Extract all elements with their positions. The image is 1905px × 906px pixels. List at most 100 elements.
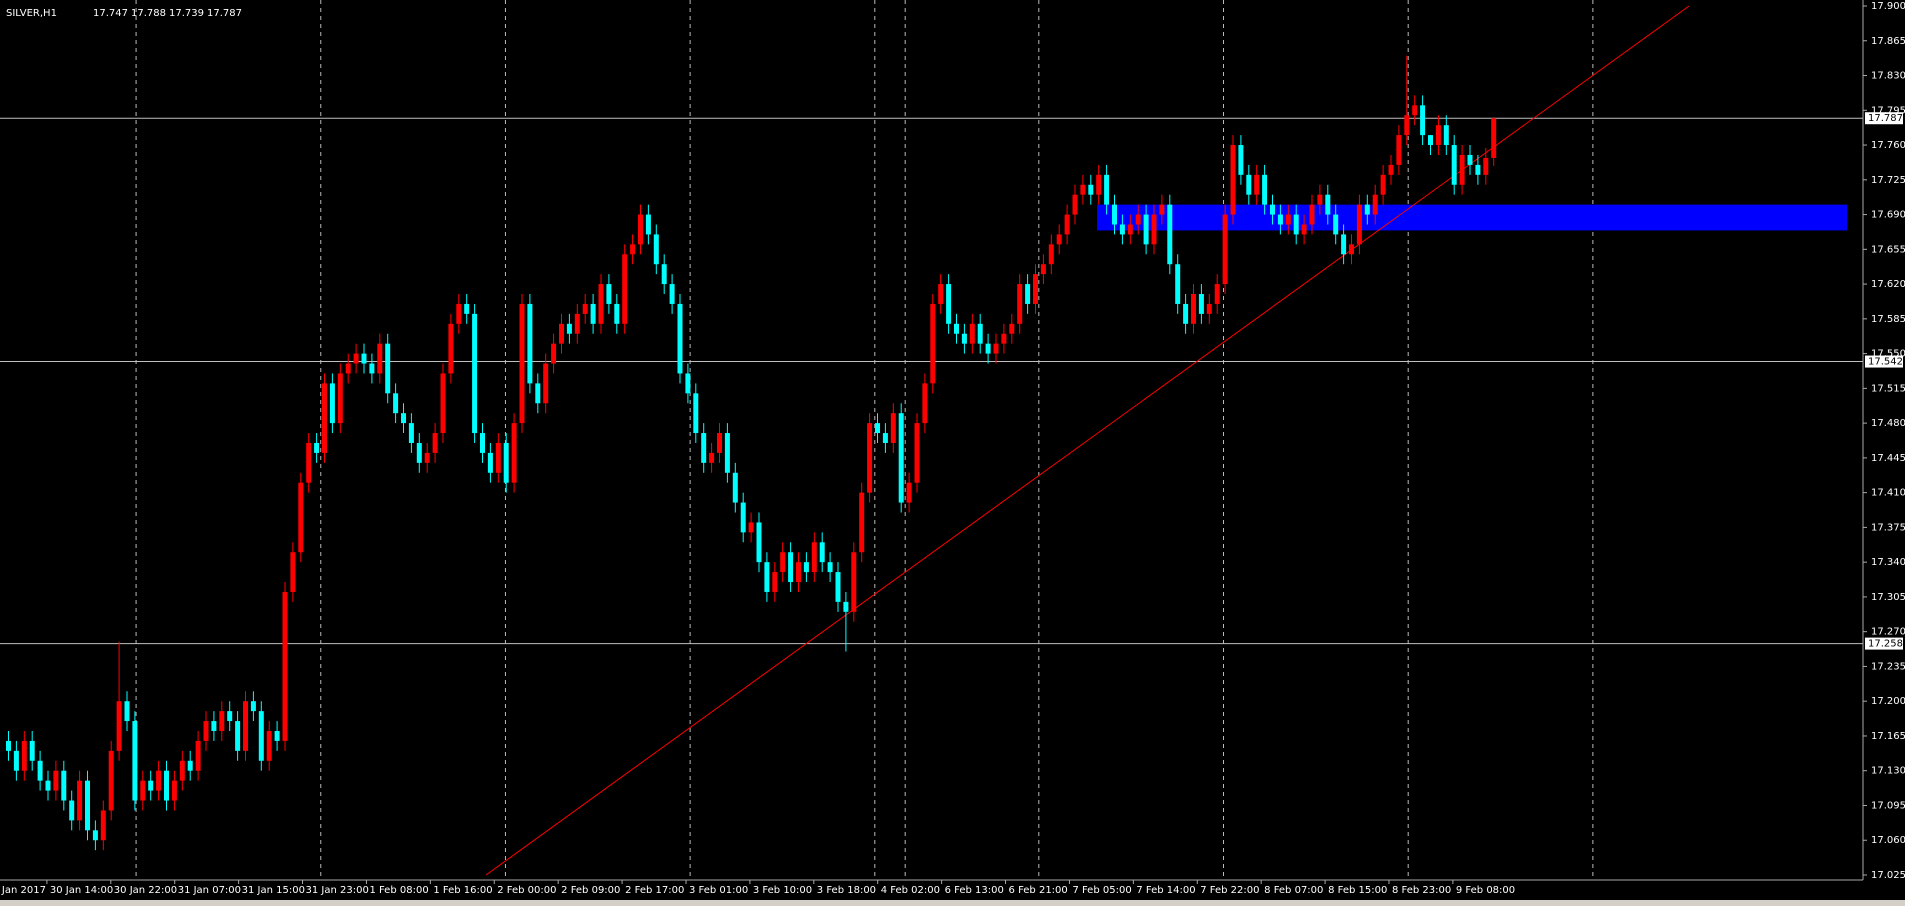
candle-body — [867, 423, 873, 493]
candle-body — [1451, 145, 1457, 185]
candle-body — [606, 284, 612, 304]
candle-body — [29, 740, 35, 761]
candle-body — [661, 264, 667, 285]
candle-body — [630, 244, 636, 255]
candle-body — [1435, 125, 1441, 146]
candle-body — [416, 442, 422, 463]
candle-body — [227, 711, 233, 722]
x-tick-label: 30 Jan 14:00 — [50, 885, 113, 896]
candle-body — [1048, 244, 1054, 265]
y-tick-label: 17.690 — [1871, 210, 1905, 221]
candle-body — [361, 353, 367, 364]
candle-body — [535, 383, 541, 404]
candle-body — [1443, 125, 1449, 146]
candle-body — [164, 770, 169, 801]
y-tick-label: 17.200 — [1871, 696, 1905, 707]
candle-body — [1206, 303, 1212, 314]
candle-body — [819, 542, 825, 563]
candle-body — [329, 383, 335, 424]
x-tick-label: 27 Jan 2017 — [0, 885, 46, 896]
candle-body — [148, 780, 154, 791]
y-tick-label: 17.830 — [1871, 71, 1905, 82]
y-tick-label: 17.760 — [1871, 140, 1905, 151]
candle-body — [1467, 154, 1473, 165]
price-label-box — [1865, 112, 1903, 125]
candle-body — [851, 552, 857, 612]
candle-body — [511, 423, 517, 483]
candle-body — [772, 572, 778, 592]
candle-body — [282, 591, 288, 741]
y-tick-label: 17.865 — [1871, 36, 1905, 47]
candle-body — [408, 423, 414, 443]
candle-body — [914, 423, 920, 483]
candle-body — [171, 780, 177, 801]
candle-body — [1404, 115, 1410, 136]
candle-body — [132, 721, 138, 801]
x-tick-label: 9 Feb 08:00 — [1456, 885, 1515, 896]
candle-body — [464, 303, 470, 314]
x-tick-label: 1 Feb 08:00 — [369, 885, 428, 896]
candle-body — [1033, 274, 1038, 304]
candle-body — [495, 442, 501, 473]
candle-body — [116, 701, 122, 751]
candle-body — [590, 303, 596, 324]
candle-body — [1254, 174, 1260, 195]
candle-body — [1119, 224, 1125, 235]
tab-bar — [0, 900, 1905, 906]
candle-body — [219, 711, 225, 731]
candle-body — [574, 313, 580, 334]
x-tick-label: 2 Feb 09:00 — [561, 885, 620, 896]
candle-body — [1017, 284, 1023, 324]
candle-body — [61, 770, 67, 801]
candle-body — [740, 502, 746, 533]
candle-body — [961, 333, 967, 344]
grid — [135, 0, 1594, 880]
candle-body — [69, 800, 75, 821]
candle-body — [1380, 174, 1386, 195]
candle-body — [1349, 244, 1354, 255]
candle-body — [1009, 323, 1015, 334]
candle-body — [985, 343, 991, 354]
candle-body — [503, 442, 509, 483]
candle-body — [322, 383, 327, 453]
candle-body — [859, 492, 865, 553]
candle-body — [472, 313, 478, 434]
candle-body — [1483, 157, 1489, 175]
candle-body — [187, 760, 193, 771]
x-tick-label: 1 Feb 16:00 — [433, 885, 492, 896]
candle-body — [124, 701, 130, 722]
candle-body — [480, 433, 485, 453]
candle-body — [211, 721, 217, 731]
candle-body — [1191, 294, 1196, 324]
candle-body — [756, 522, 762, 563]
last-close: 17.787 — [207, 8, 242, 19]
candle-body — [598, 284, 604, 324]
candle-body — [77, 780, 83, 821]
x-tick-label: 2 Feb 17:00 — [625, 885, 684, 896]
candle-body — [1143, 214, 1149, 245]
candle-body — [930, 303, 936, 384]
candle-body — [37, 760, 43, 781]
last-high: 17.788 — [131, 8, 166, 19]
y-tick-label: 17.585 — [1871, 314, 1905, 325]
x-tick-label: 4 Feb 02:00 — [881, 885, 940, 896]
candle-body — [1064, 214, 1070, 235]
candle-body — [1246, 174, 1252, 195]
candle-body — [669, 284, 675, 304]
candle-body — [314, 442, 320, 453]
candle-body — [1309, 204, 1315, 225]
candle-body — [875, 423, 880, 434]
y-tick-label: 17.550 — [1871, 349, 1905, 360]
candle-body — [1040, 264, 1046, 275]
x-tick-label: 3 Feb 18:00 — [817, 885, 876, 896]
candle-body — [1167, 204, 1173, 265]
candle-body — [1127, 224, 1133, 235]
y-tick-label: 17.655 — [1871, 244, 1905, 255]
candle-body — [456, 303, 462, 324]
y-tick-label: 17.795 — [1871, 105, 1905, 116]
candle-body — [235, 721, 241, 751]
candle-body — [1285, 214, 1291, 225]
candle-body — [100, 810, 106, 841]
candle-body — [843, 601, 849, 612]
